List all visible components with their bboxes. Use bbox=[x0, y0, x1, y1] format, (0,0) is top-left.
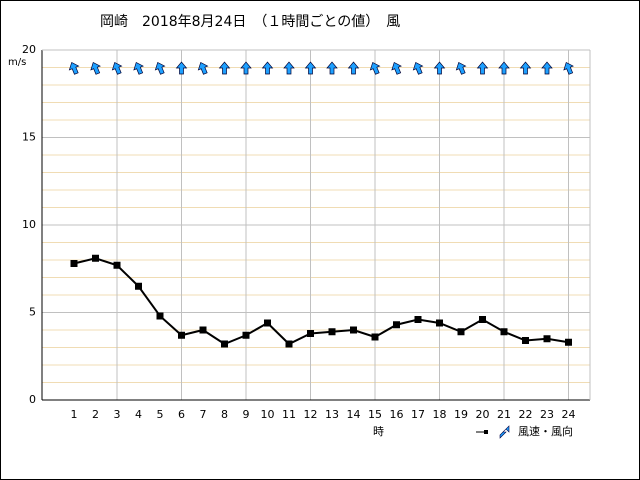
legend-arrow bbox=[499, 425, 510, 439]
point bbox=[70, 260, 78, 267]
wind-arrow bbox=[326, 61, 338, 75]
legend-label: 風速・風向 bbox=[518, 424, 573, 438]
wind-arrow bbox=[455, 61, 467, 75]
x-tick-label: 21 bbox=[497, 408, 511, 421]
point bbox=[307, 330, 314, 337]
point bbox=[479, 316, 486, 323]
series-line bbox=[73, 257, 569, 346]
point bbox=[414, 316, 422, 323]
point bbox=[178, 331, 185, 339]
y-tick-label: 5 bbox=[29, 306, 36, 319]
wind-arrow bbox=[391, 61, 402, 75]
wind-arrow bbox=[476, 61, 489, 75]
point bbox=[156, 312, 164, 320]
point bbox=[92, 254, 99, 262]
point bbox=[135, 282, 142, 290]
x-axis-label: 時 bbox=[373, 425, 384, 438]
x-tick-label: 5 bbox=[157, 408, 164, 421]
wind-arrow bbox=[218, 61, 231, 75]
wind-arrow bbox=[433, 61, 446, 75]
x-tick-label: 1 bbox=[71, 408, 78, 421]
point bbox=[457, 328, 465, 336]
wind-arrow bbox=[90, 61, 101, 75]
x-tick-label: 19 bbox=[454, 408, 468, 421]
wind-arrow bbox=[133, 61, 144, 75]
legend-marker bbox=[484, 430, 488, 434]
x-tick-label: 18 bbox=[433, 408, 447, 421]
point bbox=[565, 338, 572, 346]
point bbox=[350, 326, 357, 334]
wind-arrow bbox=[261, 61, 274, 75]
y-tick-label: 20 bbox=[22, 43, 36, 56]
wind-arrow bbox=[240, 61, 252, 75]
x-tick-label: 13 bbox=[325, 408, 339, 421]
point bbox=[113, 261, 121, 269]
x-tick-label: 7 bbox=[200, 408, 207, 421]
wind-arrow bbox=[304, 61, 317, 75]
point bbox=[328, 328, 336, 336]
wind-arrow bbox=[111, 61, 123, 75]
wind-arrow bbox=[563, 61, 574, 75]
x-tick-label: 2 bbox=[92, 408, 99, 421]
x-tick-label: 20 bbox=[476, 408, 490, 421]
point bbox=[285, 340, 293, 348]
wind-arrow bbox=[498, 61, 510, 75]
x-tick-label: 17 bbox=[411, 408, 425, 421]
point bbox=[371, 333, 379, 341]
point bbox=[393, 321, 400, 329]
wind-arrow bbox=[369, 61, 381, 75]
point bbox=[500, 328, 508, 336]
point bbox=[436, 319, 443, 327]
wind-arrow bbox=[412, 61, 424, 75]
x-tick-label: 23 bbox=[540, 408, 554, 421]
point bbox=[242, 331, 250, 339]
y-axis-label: m/s bbox=[8, 57, 26, 68]
x-tick-label: 9 bbox=[243, 408, 250, 421]
x-tick-label: 22 bbox=[519, 408, 533, 421]
wind-arrow bbox=[175, 61, 188, 75]
point bbox=[199, 326, 207, 334]
point bbox=[221, 340, 228, 348]
y-tick-label: 0 bbox=[29, 393, 36, 406]
chart-title: 岡崎 2018年8月24日 （１時間ごとの値） 風 bbox=[100, 14, 400, 30]
point bbox=[543, 335, 551, 343]
y-tick-label: 15 bbox=[22, 131, 36, 144]
x-tick-label: 4 bbox=[135, 408, 142, 421]
x-tick-label: 15 bbox=[368, 408, 382, 421]
wind-arrow bbox=[283, 61, 295, 75]
x-tick-label: 3 bbox=[114, 408, 121, 421]
wind-arrow bbox=[68, 61, 80, 75]
y-tick-label: 10 bbox=[22, 218, 36, 231]
wind-arrow bbox=[347, 61, 360, 75]
wind-arrow bbox=[541, 61, 553, 75]
x-tick-label: 11 bbox=[282, 408, 296, 421]
x-tick-label: 8 bbox=[221, 408, 228, 421]
x-tick-label: 24 bbox=[562, 408, 576, 421]
x-tick-label: 6 bbox=[178, 408, 185, 421]
x-tick-label: 12 bbox=[304, 408, 318, 421]
wind-arrow bbox=[519, 61, 532, 75]
x-tick-label: 14 bbox=[347, 408, 361, 421]
wind-arrow bbox=[197, 61, 209, 75]
wind-arrow bbox=[154, 61, 166, 75]
x-tick-label: 10 bbox=[261, 408, 275, 421]
legend: 風速・風向 bbox=[476, 424, 573, 439]
x-tick-label: 16 bbox=[390, 408, 404, 421]
point bbox=[264, 319, 271, 327]
point bbox=[522, 337, 529, 344]
